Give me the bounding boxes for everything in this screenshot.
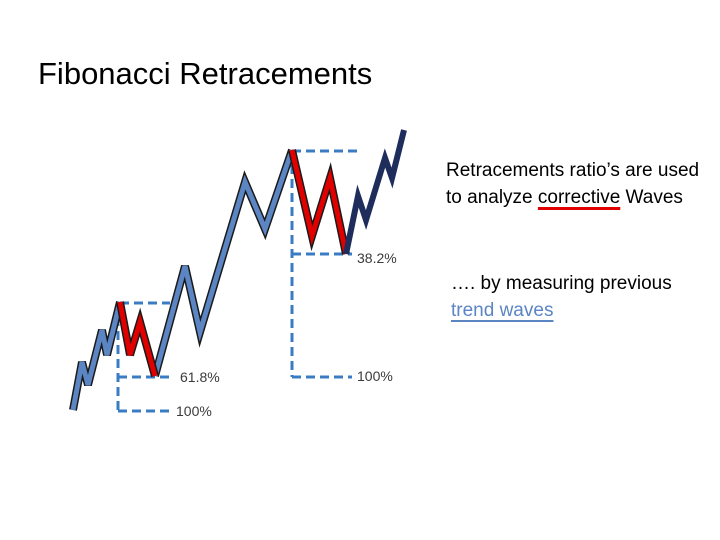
slide-title: Fibonacci Retracements [38,56,373,91]
impulse-wave-2 [152,149,295,377]
note-corrective-prefix: Retracements ratio’s are used to analyze [446,160,700,208]
correction-wave-left [117,301,158,377]
note-corrective: Retracements ratio’s are used to analyze… [446,157,706,211]
correction-wave-right [289,149,349,255]
note-corrective-highlight: corrective [537,187,621,208]
impulse-wave [70,301,123,411]
label-100-left: 100% [176,403,212,419]
new-trend-wave [343,129,407,255]
impulse-wave-outline-2 [151,148,296,378]
note-trend: …. by measuring previous trend waves [451,270,711,324]
label-38-2: 38.2% [357,250,397,266]
note-trend-prefix: …. by measuring previous [451,273,672,294]
label-61-8: 61.8% [180,369,220,385]
correction-wave-right-outline [288,149,350,255]
note-corrective-suffix: Waves [620,187,683,208]
note-trend-highlight: trend waves [451,300,554,321]
label-100-right: 100% [357,368,393,384]
